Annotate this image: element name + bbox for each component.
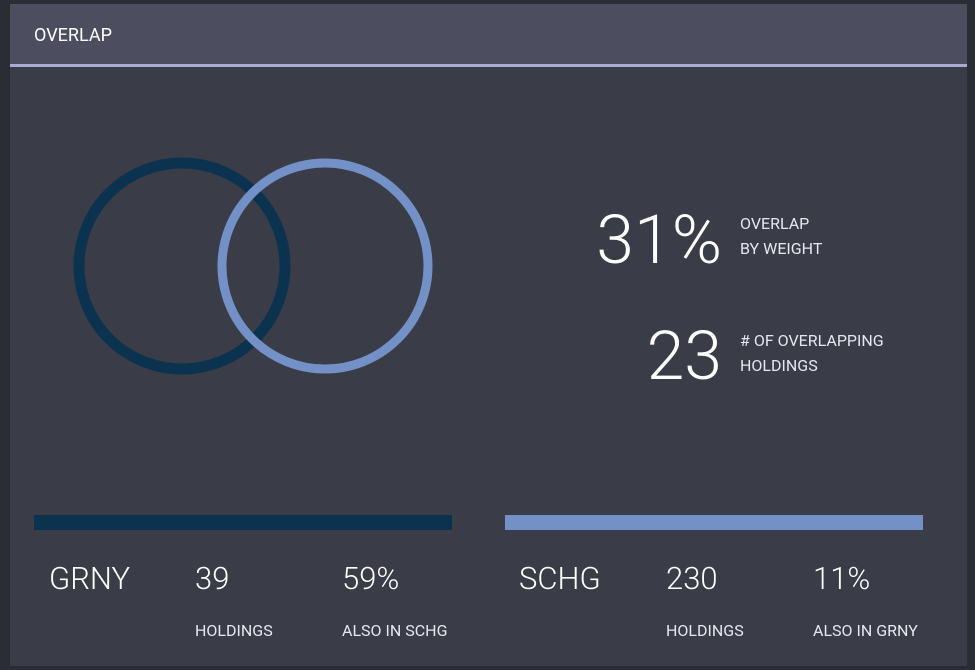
fund-holdings-label: HOLDINGS [666, 621, 744, 640]
header-title: OVERLAP [34, 25, 112, 46]
summary-label: OVERLAP [740, 214, 809, 233]
fund-bar [34, 515, 452, 530]
summary-label: HOLDINGS [740, 356, 818, 375]
fund-also-label: ALSO IN GRNY [813, 621, 918, 640]
header-bar [10, 4, 967, 65]
fund-holdings: 230 [666, 560, 718, 597]
summary-value: 31% [596, 200, 722, 280]
fund-holdings: 39 [195, 560, 229, 597]
summary-value: 23 [647, 316, 722, 396]
summary-label: # OF OVERLAPPING [740, 331, 884, 350]
fund-bar [505, 515, 923, 530]
fund-also: 59% [342, 560, 399, 597]
fund-also-label: ALSO IN SCHG [342, 621, 448, 640]
content: 31% OVERLAP BY WEIGHT 23 # OF OVERLAPPING HOL… [34, 200, 923, 640]
summary-label: BY WEIGHT [740, 239, 823, 258]
fund-holdings-label: HOLDINGS [195, 621, 273, 640]
panel [10, 4, 967, 666]
venn-circle [73, 157, 291, 375]
fund-also: 11% [813, 560, 870, 597]
fund-ticker: GRNY [49, 560, 130, 597]
venn-circle [217, 158, 433, 374]
fund-ticker: SCHG [519, 560, 601, 597]
header-rule [10, 64, 967, 67]
